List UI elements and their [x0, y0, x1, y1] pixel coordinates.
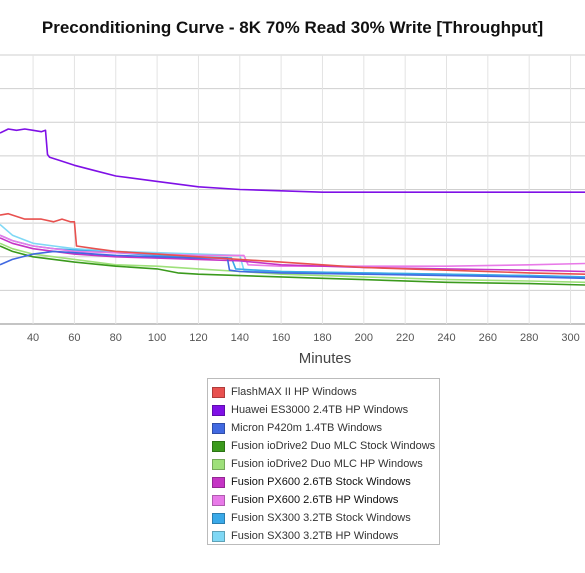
- series-line-4: [0, 242, 585, 284]
- legend-swatch: [212, 476, 225, 488]
- series-line-5: [0, 237, 585, 273]
- x-tick-label: 160: [272, 332, 290, 344]
- x-tick-label: 280: [520, 332, 538, 344]
- legend-swatch: [212, 530, 225, 542]
- legend-label: FlashMAX II HP Windows: [231, 386, 357, 398]
- x-tick-label: 120: [189, 332, 207, 344]
- x-tick-label: 300: [561, 332, 579, 344]
- legend-label: Micron P420m 1.4TB Windows: [231, 422, 382, 434]
- legend-item[interactable]: Fusion ioDrive2 Duo MLC HP Windows: [208, 455, 439, 473]
- series-line-2: [0, 250, 585, 280]
- legend-item[interactable]: FlashMAX II HP Windows: [208, 383, 439, 401]
- legend-swatch: [212, 422, 225, 434]
- x-tick-label: 220: [396, 332, 414, 344]
- legend-swatch: [212, 494, 225, 506]
- series-line-1: [0, 128, 585, 193]
- legend: FlashMAX II HP Windows Huawei ES3000 2.4T…: [207, 378, 440, 545]
- legend-label: Fusion SX300 3.2TB HP Windows: [231, 530, 399, 542]
- x-tick-label: 180: [313, 332, 331, 344]
- chart-title: Preconditioning Curve - 8K 70% Read 30% …: [41, 18, 544, 37]
- series-line-0: [0, 212, 585, 275]
- legend-label: Huawei ES3000 2.4TB HP Windows: [231, 404, 409, 416]
- x-tick-label: 260: [479, 332, 497, 344]
- x-tick-label: 240: [437, 332, 455, 344]
- x-tick-label: 200: [355, 332, 373, 344]
- legend-item[interactable]: Fusion ioDrive2 Duo MLC Stock Windows: [208, 437, 439, 455]
- gridlines: [0, 54, 585, 325]
- x-axis-label: Minutes: [298, 350, 352, 367]
- legend-swatch: [212, 440, 225, 452]
- legend-label: Fusion ioDrive2 Duo MLC Stock Windows: [231, 440, 436, 452]
- legend-item[interactable]: Fusion SX300 3.2TB HP Windows: [208, 527, 439, 545]
- x-tick-label: 100: [148, 332, 166, 344]
- legend-item[interactable]: Fusion PX600 2.6TB Stock Windows: [208, 473, 439, 491]
- legend-swatch: [212, 458, 225, 470]
- legend-swatch: [212, 404, 225, 416]
- legend-label: Fusion PX600 2.6TB Stock Windows: [231, 476, 411, 488]
- legend-item[interactable]: Fusion PX600 2.6TB HP Windows: [208, 491, 439, 509]
- legend-item[interactable]: Fusion SX300 3.2TB Stock Windows: [208, 509, 439, 527]
- legend-item[interactable]: Micron P420m 1.4TB Windows: [208, 419, 439, 437]
- legend-label: Fusion SX300 3.2TB Stock Windows: [231, 512, 411, 524]
- series-lines: [0, 128, 585, 286]
- legend-label: Fusion PX600 2.6TB HP Windows: [231, 494, 399, 506]
- legend-swatch: [212, 386, 225, 398]
- series-line-6: [0, 234, 585, 268]
- x-tick-label: 40: [27, 332, 39, 344]
- series-line-3: [0, 245, 585, 286]
- x-tick-label: 60: [68, 332, 80, 344]
- x-tick-label: 80: [110, 332, 122, 344]
- legend-swatch: [212, 512, 225, 524]
- series-line-7: [0, 234, 585, 278]
- legend-item[interactable]: Huawei ES3000 2.4TB HP Windows: [208, 401, 439, 419]
- legend-label: Fusion ioDrive2 Duo MLC HP Windows: [231, 458, 423, 470]
- x-axis-ticks: 40 60 80 100 120 140 160 180 200 220 240 260 280 300: [27, 332, 580, 344]
- x-tick-label: 140: [231, 332, 249, 344]
